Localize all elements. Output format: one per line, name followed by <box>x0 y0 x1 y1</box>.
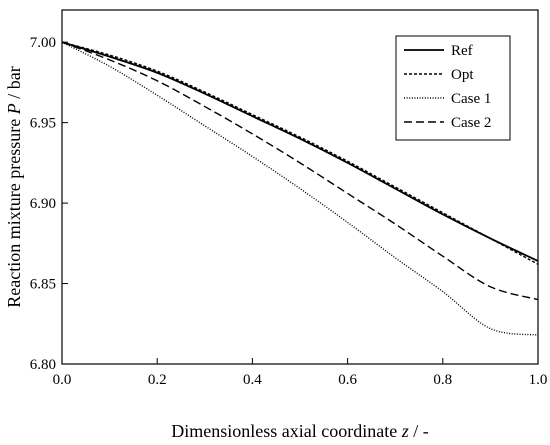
series-line-2 <box>61 41 539 336</box>
y-tick-label: 6.95 <box>30 116 56 132</box>
y-tick-label: 6.90 <box>30 196 56 212</box>
legend-box <box>395 35 511 141</box>
legend: Ref Opt Case 1 Case 2 <box>395 35 511 141</box>
y-tick-label: 6.85 <box>30 277 56 293</box>
x-tick-label: 0.0 <box>53 372 72 388</box>
legend-label-0: Ref <box>451 43 473 59</box>
y-tick-label: 6.80 <box>30 357 56 373</box>
plot-frame <box>61 9 539 365</box>
x-tick-label: 1.0 <box>529 372 548 388</box>
x-tick-label: 0.8 <box>433 372 452 388</box>
series-line-1 <box>61 41 539 265</box>
legend-label-1: Opt <box>451 67 474 83</box>
series-line-0 <box>61 41 539 262</box>
y-axis-label: Reaction mixture pressure P / bar <box>4 66 24 307</box>
x-tick-label: 0.6 <box>338 372 357 388</box>
x-tick-label: 0.4 <box>243 372 262 388</box>
legend-label-3: Case 2 <box>451 115 491 131</box>
x-axis-label: Dimensionless axial coordinate z / - <box>171 421 428 441</box>
x-tick-label: 0.2 <box>148 372 167 388</box>
y-tick-label: 7.00 <box>30 35 56 51</box>
series-line-3 <box>61 41 539 301</box>
series-lines <box>61 41 539 336</box>
axis-ticks: 0.0 0.2 0.4 0.6 0.8 1.0 6.80 6.85 6.90 6.95 7.00 <box>30 35 548 388</box>
legend-label-2: Case 1 <box>451 91 491 107</box>
